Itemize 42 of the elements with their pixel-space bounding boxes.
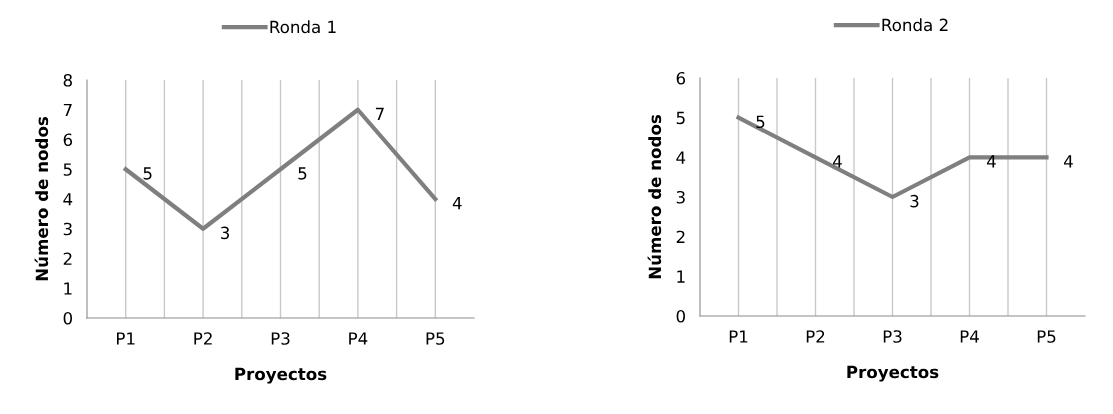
x-axis-title: Proyectos (847, 365, 939, 382)
y-tick-label: 8 (63, 73, 72, 87)
y-tick-label: 3 (676, 190, 685, 204)
data-label: 4 (832, 155, 842, 168)
data-label: 7 (375, 107, 384, 120)
y-tick-label: 5 (63, 163, 72, 176)
x-tick-label: P3 (883, 330, 902, 343)
y-tick-label: 4 (63, 193, 73, 206)
y-tick-label: 0 (63, 311, 72, 325)
legend-label: Ronda 1 (270, 20, 336, 34)
data-label: 5 (756, 115, 765, 129)
data-label: 3 (910, 194, 919, 208)
x-tick-label: P1 (729, 330, 748, 343)
y-tick-label: 3 (63, 222, 72, 236)
y-tick-label: 0 (676, 309, 685, 323)
y-tick-label: 1 (64, 282, 72, 295)
data-label: 4 (1063, 155, 1073, 168)
data-label: 5 (298, 167, 307, 180)
x-tick-label: P1 (117, 332, 135, 345)
y-axis-title: Número de nodos (34, 116, 49, 281)
x-tick-label: P5 (1037, 330, 1056, 343)
y-tick-label: 1 (677, 270, 685, 283)
y-axis-title: Número de nodos (647, 114, 662, 279)
data-label: 4 (452, 197, 462, 210)
y-tick-label: 2 (676, 230, 685, 243)
data-label: 4 (986, 155, 996, 168)
y-tick-label: 4 (676, 151, 686, 164)
x-tick-label: P4 (349, 332, 368, 345)
x-tick-label: P2 (806, 330, 825, 343)
y-tick-label: 6 (63, 133, 73, 147)
data-label: 5 (143, 167, 152, 180)
x-tick-label: P5 (426, 332, 445, 345)
x-tick-label: P4 (960, 330, 979, 343)
x-tick-label: P2 (194, 332, 212, 345)
legend-label: Ronda 2 (882, 18, 948, 32)
y-tick-label: 5 (676, 111, 685, 125)
x-tick-label: P3 (271, 332, 290, 345)
y-tick-label: 2 (63, 252, 72, 265)
y-tick-label: 6 (676, 71, 686, 85)
x-axis-title: Proyectos (235, 367, 327, 384)
y-tick-label: 7 (63, 103, 72, 117)
data-label: 3 (221, 226, 230, 240)
